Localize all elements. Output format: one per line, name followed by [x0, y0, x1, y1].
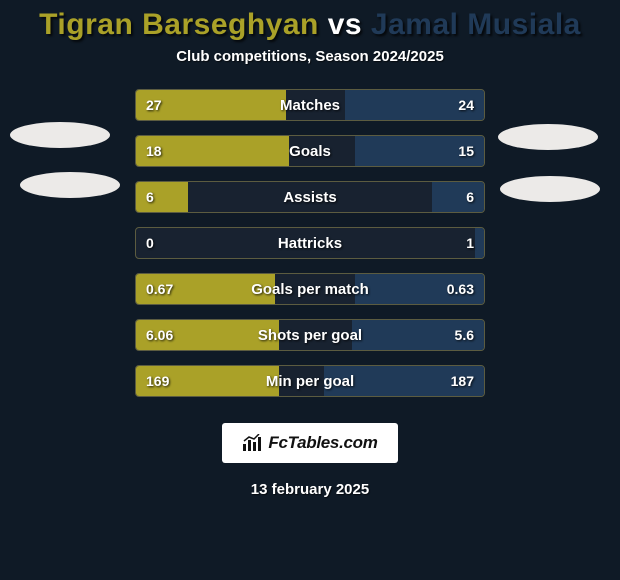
title-player-left: Tigran Barseghyan: [39, 8, 319, 41]
stat-value-left: 27: [146, 90, 162, 120]
decorative-ellipse: [20, 172, 120, 198]
stat-value-left: 169: [146, 366, 169, 396]
stat-value-left: 6: [146, 182, 154, 212]
stat-label: Min per goal: [136, 366, 484, 396]
stat-value-left: 0: [146, 228, 154, 258]
stat-value-left: 18: [146, 136, 162, 166]
comparison-title: Tigran Barseghyan vs Jamal Musiala: [0, 0, 620, 48]
stat-value-right: 6: [466, 182, 474, 212]
stat-value-right: 0.63: [447, 274, 474, 304]
stat-value-right: 1: [466, 228, 474, 258]
stat-row: Min per goal169 187: [135, 365, 485, 397]
decorative-ellipse: [498, 124, 598, 150]
stat-label: Hattricks: [136, 228, 484, 258]
stat-label: Goals: [136, 136, 484, 166]
footer-brand-text: FcTables.com: [268, 433, 377, 453]
stat-row: Matches27 24: [135, 89, 485, 121]
stat-row: Goals per match0.67 0.63: [135, 273, 485, 305]
stat-value-left: 6.06: [146, 320, 173, 350]
stat-label: Goals per match: [136, 274, 484, 304]
stats-container: Matches27 24 Goals18 15 Assists6 6 Hattricks0 1…: [135, 89, 485, 397]
stat-row: Assists6 6: [135, 181, 485, 213]
decorative-ellipse: [10, 122, 110, 148]
stat-row: Shots per goal6.06 5.6: [135, 319, 485, 351]
stat-value-left: 0.67: [146, 274, 173, 304]
stat-label: Shots per goal: [136, 320, 484, 350]
stat-label: Matches: [136, 90, 484, 120]
footer-date: 13 february 2025: [0, 481, 620, 498]
stat-row: Hattricks0 1: [135, 227, 485, 259]
stat-value-right: 187: [451, 366, 474, 396]
stat-value-right: 24: [458, 90, 474, 120]
subtitle: Club competitions, Season 2024/2025: [0, 48, 620, 89]
decorative-ellipse: [500, 176, 600, 202]
chart-icon: [242, 434, 264, 452]
stat-value-right: 15: [458, 136, 474, 166]
title-vs: vs: [328, 8, 362, 41]
stat-label: Assists: [136, 182, 484, 212]
title-player-right: Jamal Musiala: [371, 8, 581, 41]
stat-row: Goals18 15: [135, 135, 485, 167]
footer-logo: FcTables.com: [222, 423, 398, 463]
stat-value-right: 5.6: [455, 320, 474, 350]
